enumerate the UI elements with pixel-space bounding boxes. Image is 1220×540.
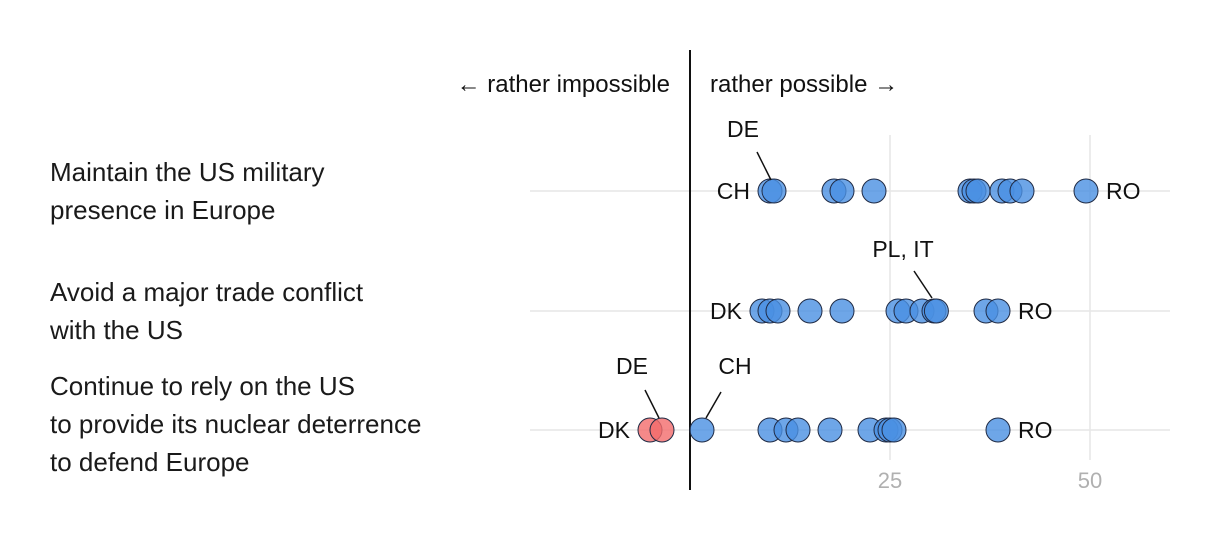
data-point <box>689 417 715 443</box>
row-label-line: to provide its nuclear deterrence <box>50 409 422 439</box>
direction-label-left: ← rather impossible <box>457 71 670 98</box>
country-label: RO <box>1106 178 1141 204</box>
data-point <box>923 298 949 324</box>
data-point <box>785 417 811 443</box>
callout-label: PL, IT <box>872 236 933 262</box>
data-point <box>965 178 991 204</box>
callout-label: DE <box>727 116 759 142</box>
data-point <box>817 417 843 443</box>
data-point <box>797 298 823 324</box>
data-point <box>985 417 1011 443</box>
data-point <box>881 417 907 443</box>
row-label-line: Maintain the US military <box>50 157 325 187</box>
data-point <box>765 298 791 324</box>
data-point <box>761 178 787 204</box>
country-label: CH <box>717 178 750 204</box>
row-label-line: with the US <box>50 315 183 345</box>
callout-leader-line <box>644 389 660 419</box>
row-label-line: Continue to rely on the US <box>50 371 355 401</box>
data-point <box>861 178 887 204</box>
callout-leader-line <box>913 270 933 299</box>
row-label-nuclear: Continue to rely on the US to provide it… <box>50 367 421 481</box>
data-point <box>649 417 675 443</box>
country-label: RO <box>1018 417 1053 443</box>
callout-label: CH <box>718 353 751 379</box>
row-label-line: Avoid a major trade conflict <box>50 277 364 307</box>
country-label: DK <box>710 298 743 324</box>
row-label-line: to defend Europe <box>50 447 250 477</box>
data-point <box>829 298 855 324</box>
country-label: DK <box>598 417 631 443</box>
x-tick-label: 25 <box>878 468 902 493</box>
row-label-military: Maintain the US military presence in Eur… <box>50 153 325 229</box>
data-point <box>1073 178 1099 204</box>
callout-label: DE <box>616 353 648 379</box>
data-point <box>985 298 1011 324</box>
callout-leader-line <box>705 391 722 419</box>
row-label-line: presence in Europe <box>50 195 276 225</box>
row-label-trade: Avoid a major trade conflict with the US <box>50 273 363 349</box>
country-label: RO <box>1018 298 1053 324</box>
data-point <box>829 178 855 204</box>
direction-label-right: rather possible → <box>710 71 898 98</box>
callout-leader-line <box>756 151 772 181</box>
x-tick-label: 50 <box>1078 468 1102 493</box>
data-point <box>1009 178 1035 204</box>
